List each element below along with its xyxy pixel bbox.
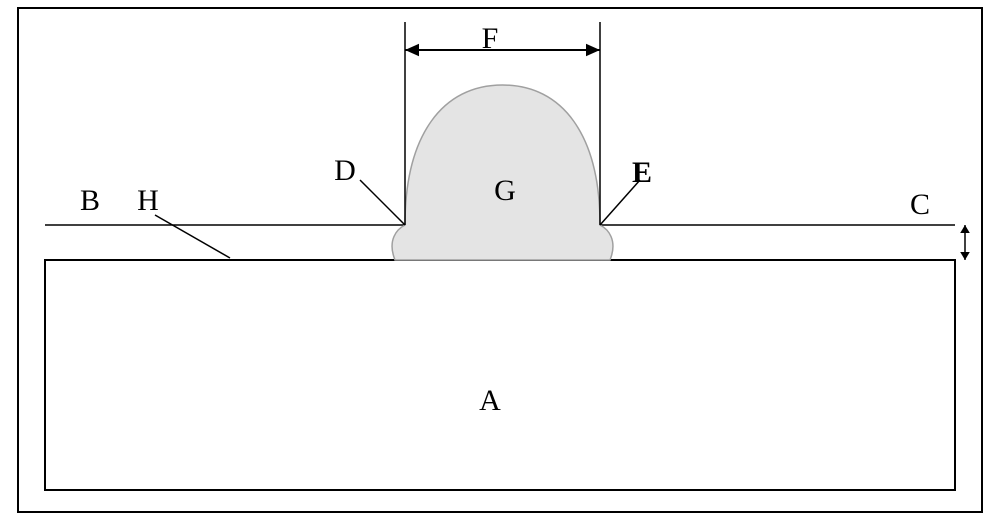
label-g: G bbox=[494, 174, 516, 207]
label-d: D bbox=[334, 154, 356, 187]
label-b: B bbox=[80, 184, 100, 217]
region-dome bbox=[392, 85, 613, 260]
leader-d bbox=[360, 180, 405, 225]
dim-f-arrow-left bbox=[405, 44, 419, 57]
label-h: H bbox=[137, 184, 159, 217]
region-substrate bbox=[45, 260, 955, 490]
leader-h bbox=[155, 215, 230, 258]
label-f: F bbox=[482, 22, 499, 55]
label-c: C bbox=[910, 188, 930, 221]
dim-c-arrow-top bbox=[960, 225, 970, 233]
label-e: E bbox=[632, 156, 652, 189]
label-a: A bbox=[479, 384, 501, 417]
dim-c-arrow-bottom bbox=[960, 252, 970, 260]
diagram-svg: A B C D E F G H bbox=[0, 0, 1000, 520]
diagram-root: A B C D E F G H bbox=[0, 0, 1000, 520]
dim-f-arrow-right bbox=[586, 44, 600, 57]
